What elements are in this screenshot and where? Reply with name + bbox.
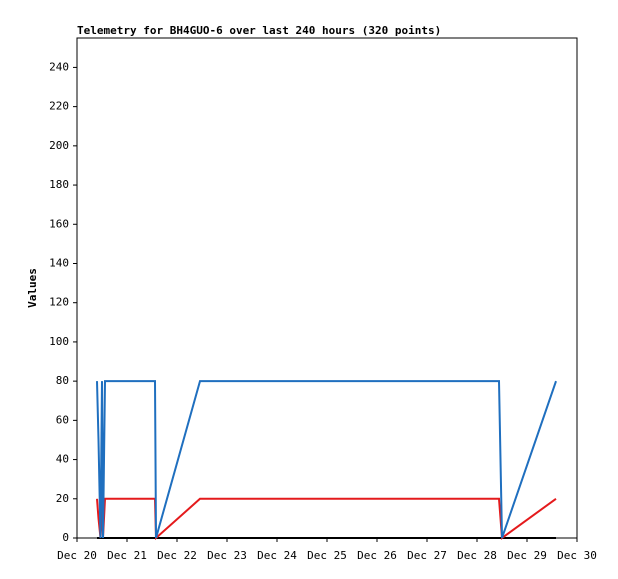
y-tick-label: 220 [49, 100, 69, 113]
y-axis-label: Values [26, 268, 39, 308]
x-tick-label: Dec 24 [257, 549, 297, 562]
y-tick-label: 100 [49, 335, 69, 348]
y-tick-label: 240 [49, 60, 69, 73]
y-tick-label: 0 [62, 531, 69, 544]
x-tick-label: Dec 21 [107, 549, 147, 562]
y-tick-label: 20 [56, 492, 69, 505]
x-tick-label: Dec 30 [557, 549, 597, 562]
series-line [96, 380, 557, 539]
y-tick-label: 60 [56, 413, 69, 426]
chart-title: Telemetry for BH4GUO-6 over last 240 hou… [77, 24, 441, 37]
x-tick-label: Dec 28 [457, 549, 497, 562]
x-tick-label: Dec 23 [207, 549, 247, 562]
y-tick-label: 40 [56, 453, 69, 466]
x-tick-label: Dec 29 [507, 549, 547, 562]
y-tick-label: 160 [49, 217, 69, 230]
x-tick-label: Dec 25 [307, 549, 347, 562]
x-tick-label: Dec 22 [157, 549, 197, 562]
y-tick-label: 180 [49, 178, 69, 191]
x-tick-label: Dec 26 [357, 549, 397, 562]
x-tick-label: Dec 27 [407, 549, 447, 562]
y-tick-label: 200 [49, 139, 69, 152]
y-tick-label: 120 [49, 296, 69, 309]
x-tick-label: Dec 20 [57, 549, 97, 562]
y-tick-label: 140 [49, 256, 69, 269]
y-tick-label: 80 [56, 374, 69, 387]
